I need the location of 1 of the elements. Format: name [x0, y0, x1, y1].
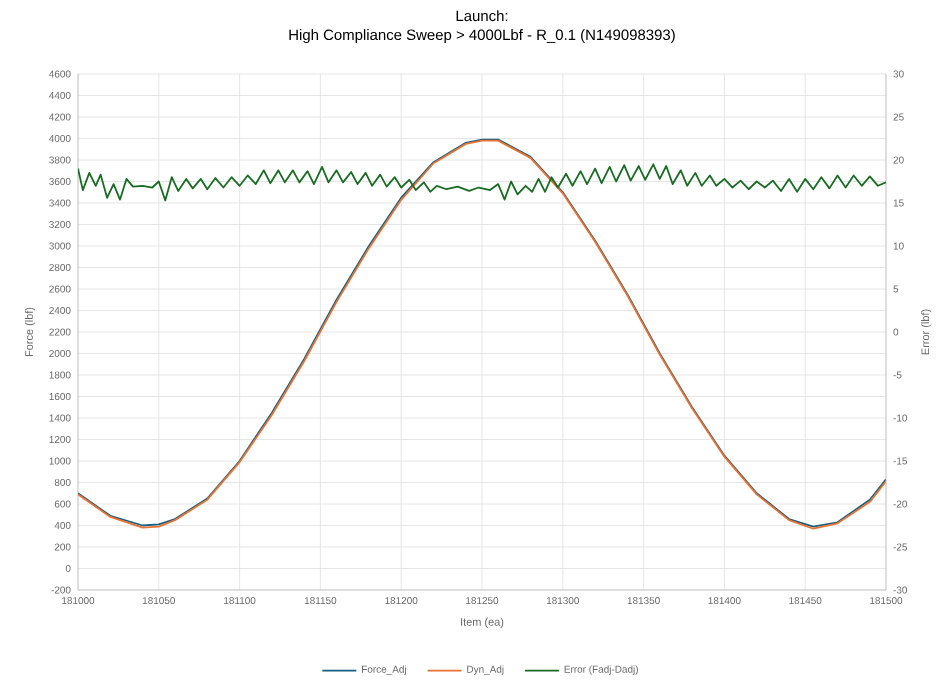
line-series [78, 163, 886, 202]
